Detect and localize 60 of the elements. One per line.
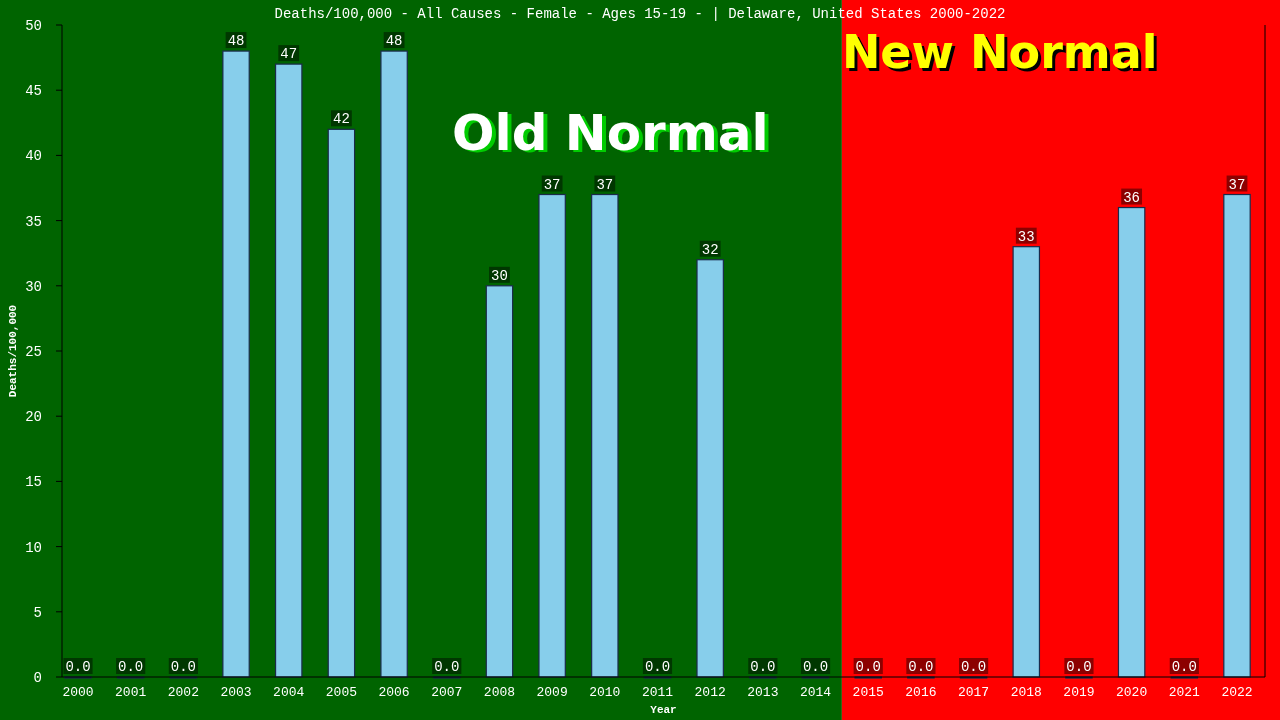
y-tick-label: 40 [25,148,42,165]
data-label: 0.0 [855,659,881,675]
y-tick-label: 20 [25,409,42,426]
x-tick-label: 2012 [694,685,726,700]
x-tick-label: 2002 [167,685,199,700]
x-tick-label: 2009 [536,685,568,700]
y-tick-label: 45 [25,83,42,100]
x-tick-label: 2000 [62,685,94,700]
data-label: 37 [596,176,614,193]
y-tick-label: 35 [25,213,42,230]
x-tick-label: 2006 [378,685,410,700]
x-tick-label: 2018 [1010,685,1042,700]
data-label: 0.0 [1066,659,1092,675]
x-tick-label: 2003 [220,685,252,700]
x-tick-label: 2013 [747,685,779,700]
data-label: 33 [1017,228,1035,245]
data-label: 48 [227,33,245,50]
x-tick-label: 2014 [799,685,832,700]
y-tick-label: 0 [33,669,42,686]
data-label: 0.0 [802,659,829,675]
data-label: 48 [385,33,403,50]
x-tick-label: 2019 [1063,685,1095,700]
data-label: 0.0 [170,659,196,675]
data-label: 0.0 [434,659,460,675]
y-tick-label: 25 [25,343,42,360]
x-axis-title: Year [650,704,677,716]
x-tick-label: 2005 [325,685,358,700]
data-label: 37 [1228,176,1246,193]
data-label: 37 [543,176,561,193]
data-label: 0.0 [908,659,934,675]
data-label: 0.0 [118,659,144,675]
x-tick-label: 2020 [1116,685,1148,700]
data-label: 42 [333,111,350,128]
x-tick-label: 2007 [431,685,463,700]
x-tick-label: 2015 [852,685,884,700]
x-tick-label: 2008 [483,685,516,700]
x-tick-label: 2001 [115,685,147,700]
x-tick-label: 2016 [905,685,937,700]
x-tick-label: 2011 [641,685,674,700]
data-label: 32 [701,241,719,258]
data-label: 0.0 [750,659,776,675]
y-tick-label: 10 [25,539,42,556]
y-tick-label: 5 [33,604,42,621]
y-tick-label: 50 [25,17,42,34]
data-label: 0.0 [65,659,91,675]
x-tick-label: 2017 [957,685,990,700]
data-label: 36 [1123,189,1141,206]
data-label: 0.0 [1171,659,1197,675]
x-tick-label: 2021 [1168,685,1201,700]
data-label: 0.0 [644,659,671,675]
band-label: New Normal [841,25,1158,79]
x-tick-label: 2004 [273,685,305,700]
data-label: 47 [280,46,298,63]
y-axis-title: Deaths/100,000 [7,304,19,398]
x-tick-label: 2022 [1221,685,1253,700]
data-label: 30 [491,267,508,284]
x-tick-label: 2010 [589,685,621,700]
data-label: 0.0 [960,659,987,675]
y-tick-label: 30 [25,278,42,295]
y-tick-label: 15 [25,474,42,491]
